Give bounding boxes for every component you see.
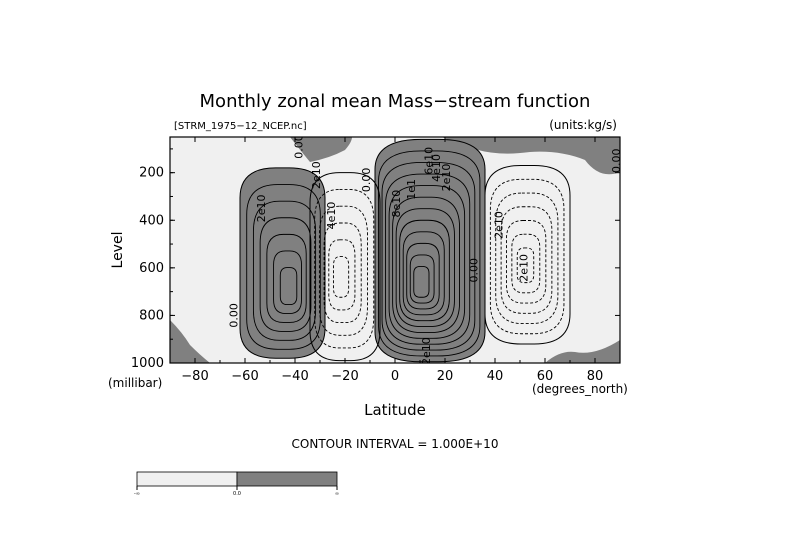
x-tick-label--20: −20 [331, 369, 358, 384]
contour-label-9: 2e10 [440, 164, 453, 192]
contour-cell-2-level-7 [399, 219, 450, 322]
x-tick-label-0: 0 [391, 369, 399, 384]
contour-cell-3-level-2 [495, 192, 559, 324]
contour-cell-2-level-3 [385, 173, 471, 345]
contour-label-13: 0.00 [468, 258, 481, 283]
x-tick-label--60: −60 [231, 369, 258, 384]
shade-top-band [258, 137, 620, 162]
contour-label-10: 4e10 [430, 154, 443, 182]
zero-contour-cell-3 [484, 165, 571, 345]
contour-cell-1-level-5 [333, 256, 350, 298]
contour-label-12: 2e10 [420, 337, 433, 365]
shade-bottom-left [170, 320, 210, 363]
contour-cell-0-level-1 [246, 184, 321, 350]
contour-cell-1-level-1 [314, 189, 375, 349]
contour-cell-0-level-2 [252, 200, 317, 341]
contour-cell-3-level-1 [489, 178, 565, 335]
contour-cell-1-level-2 [318, 205, 368, 336]
shade-cell-0 [240, 167, 325, 359]
contour-label-3: 0.00 [293, 134, 306, 159]
contour-cell-2-level-8 [402, 231, 445, 316]
contour-label-8: 1e1 [405, 179, 418, 200]
contour-cell-2-level-1 [378, 150, 481, 357]
contour-label-14: 2e10 [493, 211, 506, 239]
contour-cell-2-level-10 [409, 254, 435, 304]
colorbar: -∞ 0.0 ∞ [134, 471, 339, 497]
contour-cell-3-level-4 [506, 220, 547, 304]
axes: −80 −60 −40 −20 0 20 40 60 80 200 400 600 800 1000 [131, 137, 621, 384]
x-tick-label-20: 20 [437, 369, 454, 384]
y-units-label: (millibar) [108, 376, 162, 390]
contour-label-15: 2e10 [518, 254, 531, 282]
contour-cell-2-level-9 [406, 242, 440, 310]
file-label: [STRM_1975−12_NCEP.nc] [174, 121, 307, 132]
contour-label-0: 2e10 [255, 194, 268, 222]
contour-cell-0-level-5 [273, 250, 302, 314]
colorbar-label-min: -∞ [134, 491, 140, 497]
zero-contour-cell-1 [309, 172, 381, 362]
contour-cell-3-level-3 [500, 206, 553, 314]
x-tick-label--40: −40 [281, 369, 308, 384]
contour-cell-2-level-11 [413, 266, 430, 298]
shade-top-right [442, 137, 620, 175]
shade-bottom-right [545, 340, 620, 363]
plot-area [170, 137, 620, 363]
colorbar-label-zero: 0.0 [233, 491, 241, 497]
zero-contour-cell-2 [374, 138, 486, 363]
contour-lines [239, 138, 571, 363]
contour-label-6: 0.00 [360, 168, 373, 193]
contour-label-1: 0.00 [228, 303, 241, 328]
contour-cell-0-level-3 [259, 217, 312, 332]
contour-cell-0-level-4 [266, 233, 307, 323]
contour-cell-1-level-3 [323, 222, 362, 324]
x-axis-label: Latitude [364, 401, 426, 419]
y-tick-label-200: 200 [139, 166, 164, 181]
contour-cell-0-level-6 [279, 267, 298, 306]
zero-contour-cell-0 [239, 167, 326, 359]
contour-cell-2-level-2 [381, 162, 476, 351]
y-tick-label-800: 800 [139, 308, 164, 323]
x-units-label: (degrees_north) [532, 382, 628, 396]
contour-label-4: 2e10 [310, 161, 323, 189]
y-tick-label-600: 600 [139, 261, 164, 276]
x-tick-label--80: −80 [181, 369, 208, 384]
units-label: (units:kg/s) [549, 118, 617, 132]
contour-label-11: 6e10 [423, 147, 436, 175]
contour-label-2: 0.00 [160, 308, 173, 333]
colorbar-label-max: ∞ [335, 491, 339, 497]
shading-layer [170, 137, 620, 363]
contour-cell-1-level-4 [328, 239, 356, 311]
y-tick-label-1000: 1000 [131, 356, 164, 371]
contour-cell-3-level-5 [511, 233, 541, 294]
x-tick-label-40: 40 [487, 369, 504, 384]
x-tick-label-60: 60 [537, 369, 554, 384]
contour-interval-text: CONTOUR INTERVAL = 1.000E+10 [292, 437, 499, 451]
shade-cell-2 [375, 139, 485, 362]
contour-cell-2-level-4 [388, 185, 466, 339]
contour-label-16: 0.00 [610, 149, 623, 174]
contour-label-7: 8e10 [390, 190, 403, 218]
contour-label-5: 4e10 [325, 202, 338, 230]
y-tick-label-400: 400 [139, 213, 164, 228]
y-axis-label: Level [110, 232, 126, 269]
contour-cell-2-level-5 [392, 196, 460, 333]
chart-title: Monthly zonal mean Mass−stream function [200, 91, 591, 112]
contour-cell-3-level-6 [516, 247, 535, 284]
x-tick-label-80: 80 [587, 369, 604, 384]
colorbar-negative-swatch [136, 471, 238, 487]
colorbar-positive-swatch [236, 471, 338, 487]
contour-cell-2-level-6 [395, 208, 455, 328]
